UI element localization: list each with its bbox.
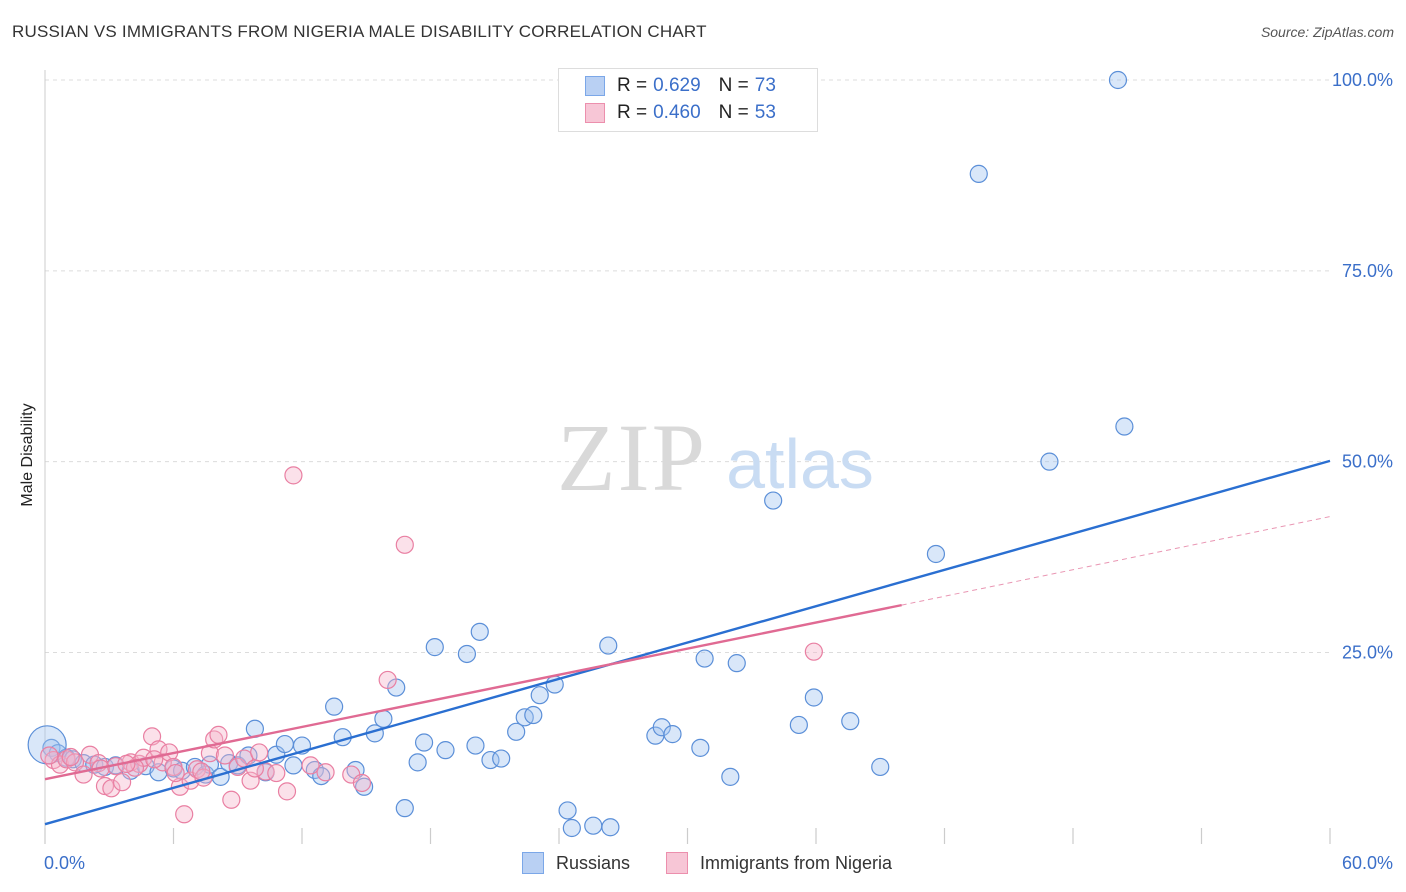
point-russians <box>325 697 344 716</box>
point-russians <box>275 734 294 754</box>
point-nigeria <box>277 782 297 801</box>
point-russians <box>524 705 543 725</box>
legend-swatch-nigeria <box>666 852 688 874</box>
point-russians <box>601 818 620 837</box>
legend-row-russians: R = 0.629 N = 73 <box>585 73 776 99</box>
watermark-zip: ZIP <box>557 404 707 511</box>
watermark-atlas: atlas <box>726 425 874 503</box>
point-russians <box>414 733 434 752</box>
point-nigeria <box>395 535 414 554</box>
point-russians <box>562 818 581 838</box>
point-nigeria <box>378 670 397 690</box>
trend-line-russians <box>44 459 1331 826</box>
point-russians <box>1115 417 1134 436</box>
point-russians <box>727 654 746 673</box>
legend-n-label: N = <box>718 75 749 96</box>
point-nigeria <box>284 466 303 485</box>
legend-r-value-nigeria: 0.460 <box>653 102 701 123</box>
point-nigeria <box>125 758 145 777</box>
chart-title: RUSSIAN VS IMMIGRANTS FROM NIGERIA MALE … <box>12 22 707 41</box>
point-nigeria <box>267 763 286 783</box>
series-legend: Russians Immigrants from Nigeria <box>0 852 1406 878</box>
point-nigeria <box>74 765 93 784</box>
watermark: ZIP atlas <box>557 404 874 511</box>
point-russians <box>425 638 444 657</box>
y-tick-label: 50.0% <box>1342 452 1393 472</box>
data-points <box>27 70 1134 838</box>
point-russians <box>530 686 549 705</box>
x-tick-label: 60.0% <box>1342 853 1393 873</box>
stats-legend: R = 0.629 N = 73 R = 0.460 N = 53 <box>558 68 818 132</box>
legend-label-nigeria: Immigrants from Nigeria <box>700 852 893 873</box>
point-nigeria <box>166 763 185 783</box>
point-nigeria <box>61 747 80 767</box>
point-nigeria <box>316 763 335 782</box>
point-russians <box>695 649 714 668</box>
legend-item-nigeria[interactable]: Immigrants from Nigeria <box>666 852 892 874</box>
point-russians <box>507 722 526 741</box>
point-russians <box>457 644 477 664</box>
legend-swatch-russians <box>585 76 605 96</box>
point-nigeria <box>215 746 234 765</box>
legend-r-label: R = <box>617 75 648 96</box>
trend-line-nigeria-extension <box>901 516 1331 606</box>
point-russians <box>663 725 682 744</box>
point-nigeria <box>301 756 320 775</box>
point-russians <box>926 544 946 564</box>
point-russians <box>466 736 485 755</box>
point-russians <box>599 636 618 655</box>
x-tick-label: 0.0% <box>44 853 85 873</box>
trend-lines <box>44 459 1331 826</box>
point-nigeria <box>222 790 241 809</box>
y-tick-label: 75.0% <box>1342 261 1393 281</box>
trend-line-nigeria <box>44 603 902 781</box>
point-russians <box>789 715 808 735</box>
point-russians <box>764 491 783 510</box>
point-russians <box>436 741 455 760</box>
point-nigeria <box>40 746 59 765</box>
point-russians <box>721 767 740 786</box>
point-russians <box>395 799 414 818</box>
point-nigeria <box>102 779 121 798</box>
legend-n-label: N = <box>718 102 749 123</box>
legend-row-nigeria: R = 0.460 N = 53 <box>585 100 776 126</box>
point-russians <box>969 164 988 183</box>
point-russians <box>584 816 603 835</box>
point-russians <box>804 688 823 707</box>
legend-r-value-russians: 0.629 <box>653 75 701 96</box>
point-russians <box>691 738 710 757</box>
source-label: Source: ZipAtlas.com <box>1260 24 1394 40</box>
point-nigeria <box>209 725 228 744</box>
y-tick-label: 25.0% <box>1342 642 1393 662</box>
point-russians <box>1040 452 1059 471</box>
legend-n-value-nigeria: 53 <box>754 102 776 123</box>
legend-swatch-nigeria <box>585 103 605 123</box>
point-russians <box>841 712 860 731</box>
point-russians <box>374 709 393 728</box>
point-nigeria <box>352 773 372 793</box>
point-nigeria <box>112 773 132 792</box>
point-russians <box>284 756 303 775</box>
point-russians <box>1108 70 1128 90</box>
point-russians <box>470 622 489 641</box>
point-russians <box>871 757 890 777</box>
axes <box>44 70 1331 844</box>
point-nigeria <box>804 642 823 661</box>
point-russians <box>652 718 671 737</box>
tick-labels: 100.0% 75.0% 50.0% 25.0% 0.0% 60.0% <box>44 70 1393 873</box>
legend-r-label: R = <box>617 102 648 123</box>
legend-label-russians: Russians <box>556 852 631 873</box>
point-nigeria <box>250 743 269 762</box>
legend-item-russians[interactable]: Russians <box>522 852 630 874</box>
point-nigeria <box>175 805 194 824</box>
point-russians <box>558 801 577 820</box>
legend-n-value-russians: 73 <box>754 75 776 96</box>
point-russians <box>408 753 427 772</box>
point-russians <box>492 749 511 768</box>
legend-swatch-russians <box>522 852 544 874</box>
y-tick-label: 100.0% <box>1332 70 1393 90</box>
grid-lines <box>45 79 1330 653</box>
